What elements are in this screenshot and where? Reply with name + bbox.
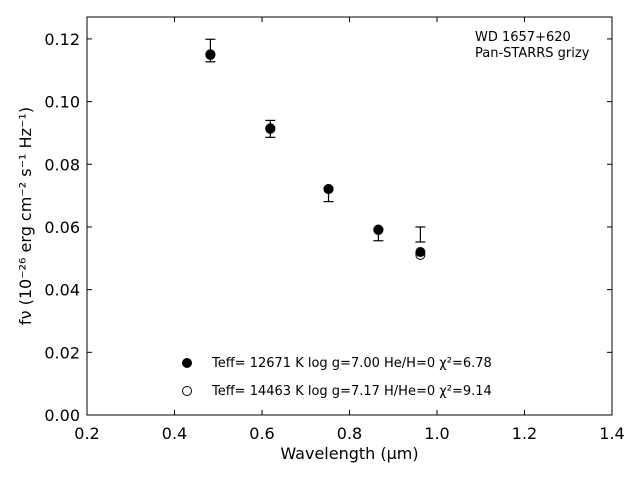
y-tick-label: 0.04 bbox=[44, 281, 80, 300]
y-tick-label: 0.08 bbox=[44, 155, 80, 174]
model-point-filled bbox=[323, 184, 334, 195]
x-tick-label: 0.6 bbox=[249, 424, 274, 443]
model-point-filled bbox=[265, 123, 276, 134]
model-point-filled bbox=[373, 224, 384, 235]
x-tick-label: 0.2 bbox=[74, 424, 99, 443]
observed-fluxes bbox=[205, 38, 426, 243]
x-axis-title: Wavelength (μm) bbox=[280, 444, 418, 463]
y-axis-title: fν (10⁻²⁶ erg cm⁻² s⁻¹ Hz⁻¹) bbox=[16, 107, 35, 325]
x-tick-label: 0.4 bbox=[162, 424, 187, 443]
error-bar bbox=[415, 226, 426, 243]
x-tick-label: 0.8 bbox=[337, 424, 362, 443]
model-series bbox=[205, 49, 426, 260]
model-point-filled bbox=[205, 49, 216, 60]
annotation-line-1: WD 1657+620 bbox=[475, 30, 571, 45]
legend-label-2: Teff= 14463 K log g=7.17 H/He=0 χ²=9.14 bbox=[211, 384, 492, 399]
legend-marker-1 bbox=[182, 358, 192, 368]
legend: Teff= 12671 K log g=7.00 He/H=0 χ²=6.78 … bbox=[182, 356, 492, 399]
y-tick-label: 0.02 bbox=[44, 343, 80, 362]
x-tick-label: 1.4 bbox=[599, 424, 624, 443]
plot-frame bbox=[86, 16, 613, 416]
y-tick-label: 0.10 bbox=[44, 93, 80, 112]
x-tick-label: 1.2 bbox=[512, 424, 537, 443]
y-tick-label: 0.12 bbox=[44, 30, 80, 49]
model-point-filled bbox=[415, 247, 426, 258]
y-tick-label: 0.00 bbox=[44, 406, 80, 425]
axis-ticks: 0.2 0.4 0.6 0.8 1.0 1.2 1.4 0.00 0.02 0.04 0.06 0.0… bbox=[44, 17, 625, 443]
annotation-line-2: Pan-STARRS grizy bbox=[475, 46, 590, 61]
legend-marker-2 bbox=[182, 386, 192, 396]
legend-label-1: Teff= 12671 K log g=7.00 He/H=0 χ²=6.78 bbox=[211, 356, 492, 371]
y-tick-label: 0.06 bbox=[44, 218, 80, 237]
x-tick-label: 1.0 bbox=[424, 424, 449, 443]
